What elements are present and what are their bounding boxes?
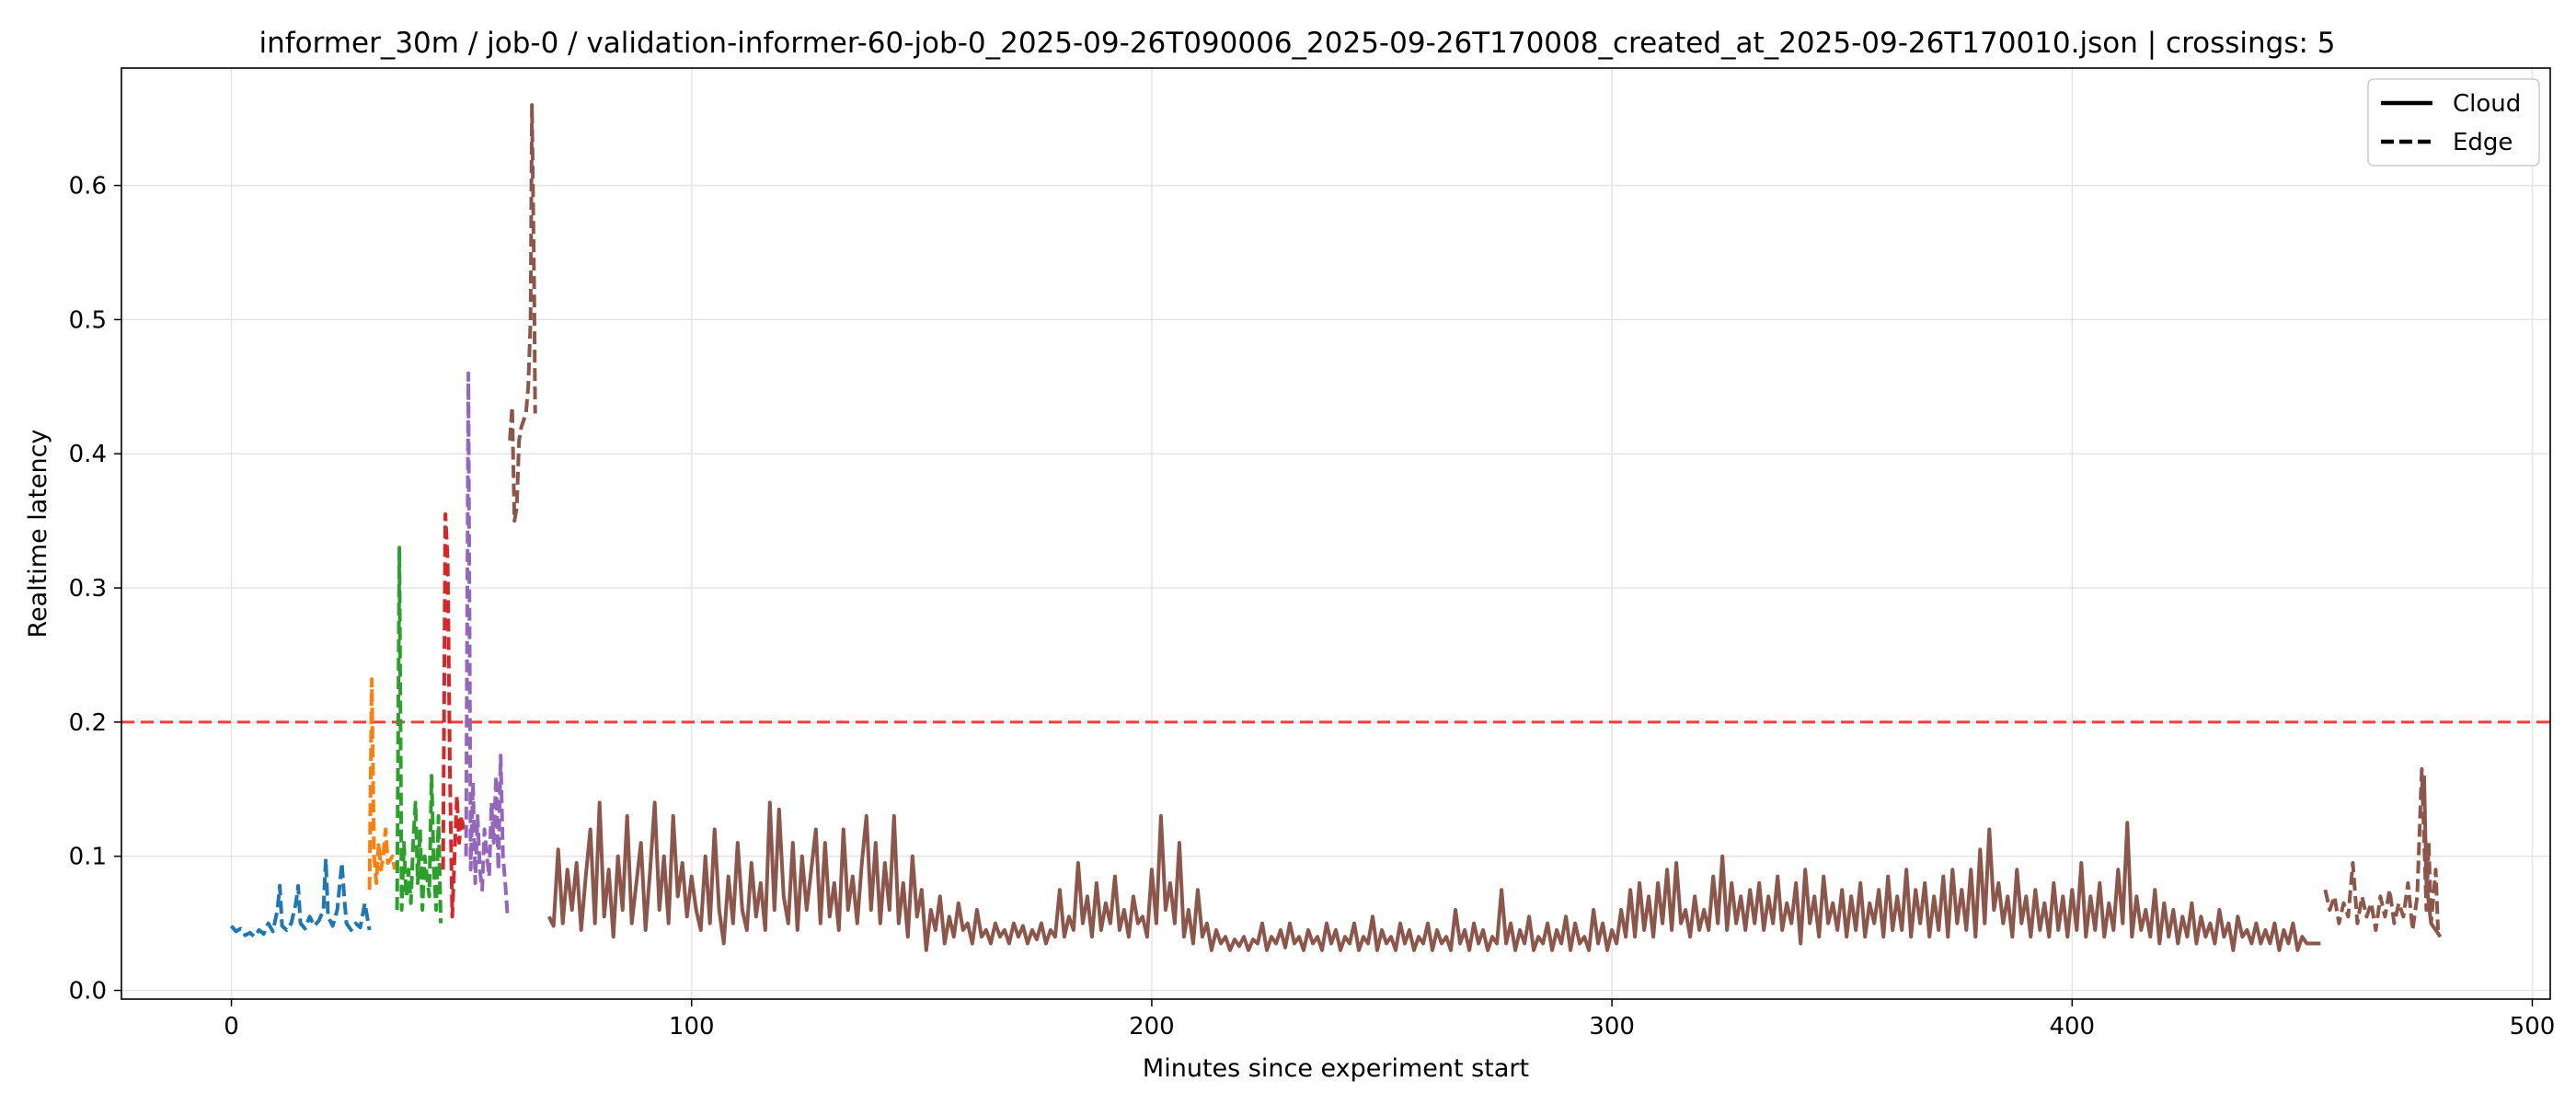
legend-label-cloud: Cloud: [2453, 90, 2521, 118]
grid: [121, 68, 2550, 999]
series-line-8-cloud: [2421, 776, 2443, 938]
x-tick-label: 400: [2049, 1013, 2095, 1041]
legend: Cloud Edge: [2367, 78, 2540, 167]
x-tick-label: 100: [669, 1013, 715, 1041]
series-line-0-edge: [229, 857, 372, 939]
x-tick-label: 300: [1589, 1013, 1635, 1041]
series-line-2-edge: [395, 546, 443, 924]
y-axis-label: Realtime latency: [24, 429, 52, 638]
series-line-3-edge: [441, 512, 466, 919]
series-line-4-edge: [464, 371, 510, 917]
y-tick-label: 0.2: [69, 709, 107, 737]
x-tick-label: 200: [1129, 1013, 1175, 1041]
legend-box: [2367, 78, 2540, 167]
y-axis-ticks: 0.0 0.1 0.2 0.3 0.4 0.5 0.6: [69, 173, 121, 1006]
chart-title: informer_30m / job-0 / validation-inform…: [259, 27, 2335, 60]
x-axis-label: Minutes since experiment start: [1143, 1054, 1529, 1083]
y-tick-label: 0.6: [69, 173, 107, 201]
y-tick-label: 0.3: [69, 575, 107, 603]
y-tick-label: 0.1: [69, 844, 107, 871]
series-line-1-edge: [367, 677, 397, 891]
series-line-7-edge: [2323, 766, 2440, 932]
x-tick-label: 500: [2510, 1013, 2556, 1041]
legend-label-edge: Edge: [2453, 129, 2513, 156]
y-tick-label: 0.0: [69, 978, 107, 1006]
series-layer: [229, 103, 2443, 952]
x-axis-ticks: 0 100 200 300 400 500: [224, 999, 2555, 1041]
plot-frame: [121, 67, 2551, 1000]
series-line-5-edge: [508, 103, 537, 523]
series-line-6-cloud: [546, 800, 2321, 952]
y-tick-label: 0.5: [69, 306, 107, 334]
x-tick-label: 0: [224, 1013, 239, 1041]
y-tick-label: 0.4: [69, 441, 107, 468]
